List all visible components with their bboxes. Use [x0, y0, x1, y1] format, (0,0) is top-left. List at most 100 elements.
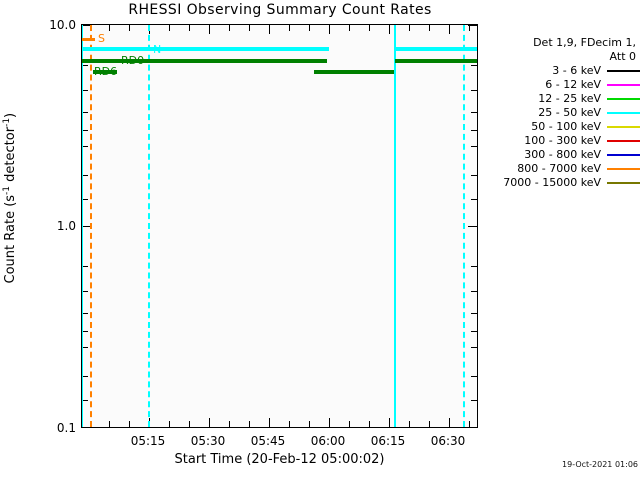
xtick-minor: [309, 421, 310, 427]
legend-label: 6 - 12 keV: [545, 78, 601, 92]
ytick-minor: [82, 331, 88, 332]
ytick-minor: [82, 199, 88, 200]
legend-item-300-800: 300 - 800 keV: [482, 148, 640, 162]
legend-header-line1: Det 1,9, FDecim 1,: [533, 36, 636, 49]
legend-item-800-7000: 800 - 7000 keV: [482, 162, 640, 176]
legend-item-3-6: 3 - 6 keV: [482, 64, 640, 78]
xtick-major-top: [389, 25, 390, 34]
legend-label: 12 - 25 keV: [538, 92, 601, 106]
annotation-N: N: [153, 43, 162, 56]
legend-swatch-25-50: [607, 112, 640, 115]
xtick-major: [269, 418, 270, 427]
xtick-minor-top: [249, 25, 250, 31]
xtick-minor: [249, 421, 250, 427]
xtick-major: [449, 418, 450, 427]
trace-25-50-keV-seg2: [395, 47, 477, 51]
xtick-minor: [469, 421, 470, 427]
ytick-major-10: [82, 25, 91, 26]
night-marker: [148, 25, 150, 427]
xtick-label-0515: 05:15: [130, 434, 166, 448]
ytick-minor: [82, 90, 88, 91]
xtick-minor: [129, 421, 130, 427]
night-end-marker: [463, 25, 465, 427]
legend-label: 100 - 300 keV: [524, 134, 601, 148]
legend-swatch-800-7000: [607, 168, 640, 171]
y-axis-title: Count Rate (s-1 detector-1): [1, 112, 19, 284]
ytick-major-10-r: [468, 25, 477, 26]
ytick-minor: [82, 291, 88, 292]
xtick-minor: [429, 421, 430, 427]
ytick-major-1: [82, 226, 91, 227]
legend-swatch-50-100: [607, 126, 640, 129]
xtick-minor-top: [469, 25, 470, 31]
xtick-minor: [109, 421, 110, 427]
legend-item-12-25: 12 - 25 keV: [482, 92, 640, 106]
xtick-minor-top: [349, 25, 350, 31]
xtick-major-top: [449, 25, 450, 34]
xtick-minor: [229, 421, 230, 427]
ytick-minor-r: [471, 65, 477, 66]
xtick-label-0530: 05:30: [190, 434, 226, 448]
annotation-RD0: RD0: [121, 54, 145, 67]
trace-12-25-keV-seg3: [93, 70, 117, 74]
ytick-minor: [82, 376, 88, 377]
ytick-minor-r: [471, 130, 477, 131]
ytick-minor: [82, 65, 88, 66]
xtick-minor-top: [289, 25, 290, 31]
legend-swatch-6-12: [607, 84, 640, 87]
ytick-minor: [82, 400, 88, 401]
xtick-minor: [369, 421, 370, 427]
ytick-minor-r: [471, 347, 477, 348]
ytick-minor-r: [471, 90, 477, 91]
ytick-minor-r: [471, 291, 477, 292]
xtick-minor-top: [169, 25, 170, 31]
trace-25-50-keV-seg1: [82, 47, 329, 51]
legend-swatch-100-300: [607, 140, 640, 143]
xtick-major-top: [269, 25, 270, 34]
legend-swatch-7000-15000: [607, 182, 640, 185]
xtick-minor: [189, 421, 190, 427]
ytick-minor-r: [471, 112, 477, 113]
legend-header-line2: Att 0: [609, 50, 636, 64]
ytick-minor: [82, 313, 88, 314]
legend-item-25-50: 25 - 50 keV: [482, 106, 640, 120]
ytick-minor-r: [471, 376, 477, 377]
ytick-minor-r: [471, 266, 477, 267]
day-marker: [394, 25, 396, 427]
legend-label: 25 - 50 keV: [538, 106, 601, 120]
ytick-minor: [82, 347, 88, 348]
ytick-minor: [82, 112, 88, 113]
xtick-major-top: [209, 25, 210, 34]
xtick-minor-top: [229, 25, 230, 31]
ytick-minor-r: [471, 146, 477, 147]
xtick-label-0615: 06:15: [370, 434, 406, 448]
xtick-minor: [289, 421, 290, 427]
trace-12-25-keV-seg2: [395, 59, 477, 63]
xtick-minor: [409, 421, 410, 427]
ytick-minor-r: [471, 331, 477, 332]
xtick-minor-top: [369, 25, 370, 31]
ytick-minor: [82, 175, 88, 176]
xtick-label-0600: 06:00: [310, 434, 346, 448]
xtick-minor-top: [429, 25, 430, 31]
legend-item-100-300: 100 - 300 keV: [482, 134, 640, 148]
xtick-minor: [349, 421, 350, 427]
legend-item-7000-15000: 7000 - 15000 keV: [482, 176, 640, 190]
ytick-minor: [82, 130, 88, 131]
legend-swatch-12-25: [607, 98, 640, 101]
ytick-minor: [82, 146, 88, 147]
ytick-minor: [82, 266, 88, 267]
annotation-RD6: RD6: [94, 65, 118, 78]
xtick-major: [389, 418, 390, 427]
xtick-major: [329, 418, 330, 427]
legend-item-6-12: 6 - 12 keV: [482, 78, 640, 92]
legend-label: 3 - 6 keV: [552, 64, 601, 78]
legend-label: 800 - 7000 keV: [517, 162, 601, 176]
xtick-minor-top: [189, 25, 190, 31]
legend-label: 300 - 800 keV: [524, 148, 601, 162]
xtick-major-top: [329, 25, 330, 34]
ytick-major-1-r: [468, 226, 477, 227]
x-axis-title: Start Time (20-Feb-12 05:00:02): [174, 452, 385, 467]
xtick-minor-top: [309, 25, 310, 31]
legend-swatch-3-6: [607, 70, 640, 73]
